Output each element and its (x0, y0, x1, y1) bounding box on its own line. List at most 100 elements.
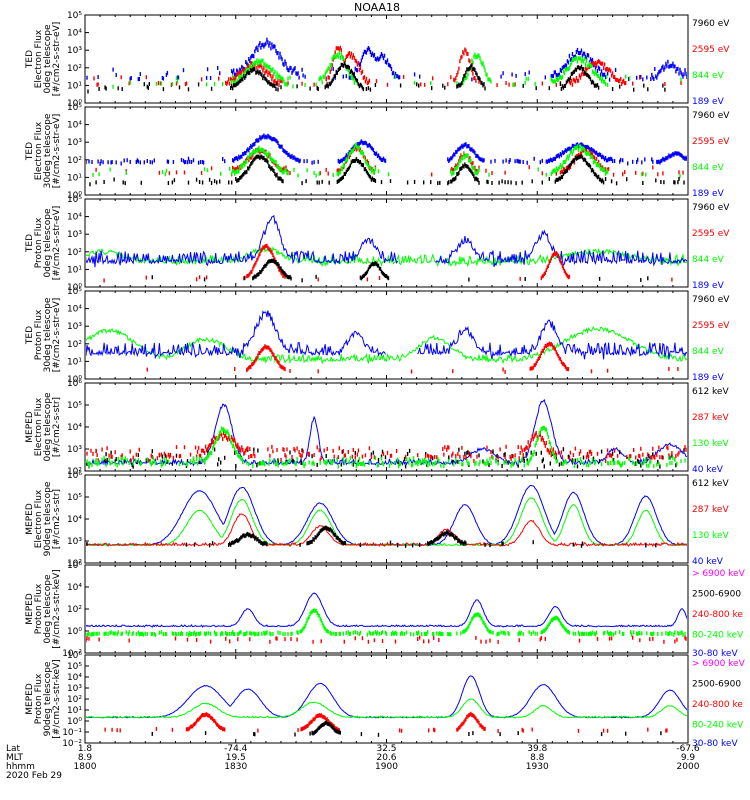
data-point (460, 541, 462, 546)
data-point (563, 160, 566, 164)
data-point (596, 73, 599, 78)
data-point (249, 65, 251, 70)
data-point (280, 76, 282, 81)
data-point (518, 159, 520, 164)
data-point (344, 63, 346, 68)
data-point (267, 447, 269, 452)
data-point (324, 626, 326, 631)
data-point (594, 69, 597, 74)
data-point (678, 631, 680, 636)
data-point (468, 144, 470, 148)
data-point (392, 70, 395, 75)
data-point (277, 163, 279, 168)
data-point (110, 160, 112, 165)
data-point (554, 251, 556, 256)
data-point (336, 729, 338, 734)
data-point (227, 80, 229, 85)
data-point (269, 259, 271, 264)
data-point (590, 632, 593, 637)
data-point (635, 462, 637, 466)
data-point (608, 77, 611, 82)
data-point (345, 457, 347, 462)
data-point (345, 54, 347, 59)
y-tick-label: 10² (67, 64, 82, 74)
data-point (314, 716, 316, 721)
data-point (337, 455, 339, 460)
data-point (186, 459, 189, 464)
data-point (592, 169, 595, 174)
data-point (206, 447, 209, 452)
data-point (278, 176, 280, 181)
data-point (263, 74, 265, 79)
y-tick-label: 10⁴ (67, 213, 82, 223)
data-point (341, 55, 343, 60)
data-point (667, 631, 669, 636)
data-point (246, 368, 248, 373)
chart-title: NOAA18 (354, 1, 400, 14)
data-point (379, 54, 382, 59)
data-point (274, 355, 276, 360)
data-point (559, 74, 562, 79)
data-point (332, 448, 334, 453)
data-point (262, 460, 264, 465)
data-point (206, 168, 209, 173)
data-point (455, 163, 457, 168)
data-point (469, 168, 471, 172)
data-point (462, 50, 464, 55)
data-point (348, 65, 350, 70)
data-point (132, 455, 134, 460)
data-point (103, 455, 105, 460)
data-point (346, 64, 348, 69)
data-point (477, 612, 479, 617)
data-point (428, 639, 430, 644)
data-point (252, 533, 254, 538)
data-point (460, 145, 462, 150)
data-point (354, 630, 356, 635)
data-point (552, 74, 554, 79)
data-point (251, 362, 253, 367)
data-point (207, 631, 210, 636)
data-point (356, 461, 359, 466)
data-point (333, 454, 335, 459)
data-point (663, 639, 665, 644)
data-point (472, 148, 474, 153)
data-point (128, 630, 130, 635)
data-point (610, 73, 613, 78)
data-point (569, 75, 572, 80)
data-point (560, 153, 563, 158)
data-point (270, 259, 272, 263)
data-point (619, 78, 621, 83)
data-point (464, 451, 466, 456)
data-point (105, 631, 107, 636)
data-point (354, 66, 356, 71)
data-point (584, 71, 587, 76)
data-point (342, 541, 344, 546)
data-point (618, 79, 620, 84)
data-point (281, 57, 283, 62)
data-point (469, 156, 471, 161)
data-point (325, 720, 327, 725)
data-point (159, 459, 162, 464)
data-point (95, 631, 97, 636)
data-point (668, 64, 670, 69)
data-point (620, 463, 622, 468)
data-point (293, 67, 295, 72)
data-point (626, 455, 628, 460)
data-point (518, 630, 520, 635)
data-point (641, 631, 643, 636)
data-point (155, 81, 158, 86)
data-point (569, 57, 572, 62)
data-point (593, 149, 596, 154)
data-point (574, 458, 577, 463)
data-point (497, 729, 499, 734)
data-point (282, 632, 284, 636)
data-point (450, 75, 452, 80)
data-point (236, 68, 238, 73)
data-point (562, 166, 565, 171)
data-point (264, 76, 266, 81)
data-point (561, 175, 564, 180)
data-point (240, 163, 242, 168)
data-point (360, 58, 363, 63)
data-point (345, 153, 347, 158)
data-point (122, 180, 124, 185)
